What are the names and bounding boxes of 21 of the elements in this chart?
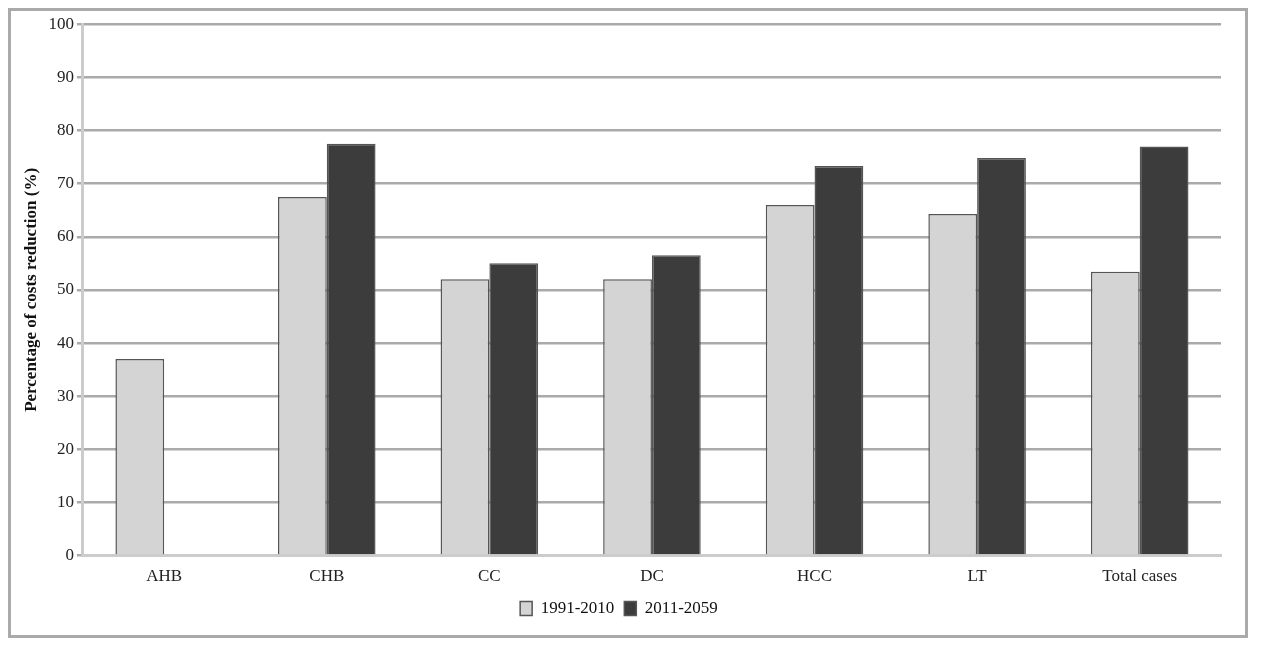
y-tick-label: 90: [56, 66, 74, 86]
y-axis-title: Percentage of costs reduction (%): [20, 167, 40, 412]
legend-label: 2011-2059: [644, 597, 718, 617]
y-tick-label: 30: [56, 385, 74, 405]
y-tick-label: 0: [65, 545, 74, 565]
x-tick-label: AHB: [146, 566, 183, 586]
x-tick-label: DC: [640, 566, 664, 586]
y-tick-label: 70: [56, 173, 74, 193]
x-tick-label: CC: [478, 566, 501, 586]
y-tick-label: 10: [56, 491, 74, 511]
x-tick-label: HCC: [797, 566, 833, 586]
y-tick-label: 80: [56, 119, 74, 139]
x-tick-label: Total cases: [1102, 566, 1178, 586]
y-tick-label: 40: [56, 332, 74, 352]
x-tick-label: LT: [967, 566, 988, 586]
y-tick-label: 20: [56, 438, 74, 458]
y-tick-label: 50: [56, 279, 74, 299]
x-tick-label: CHB: [309, 566, 345, 586]
y-tick-label: 60: [56, 226, 74, 246]
y-tick-label: 100: [48, 13, 74, 33]
legend-label: 1991-2010: [540, 597, 615, 617]
